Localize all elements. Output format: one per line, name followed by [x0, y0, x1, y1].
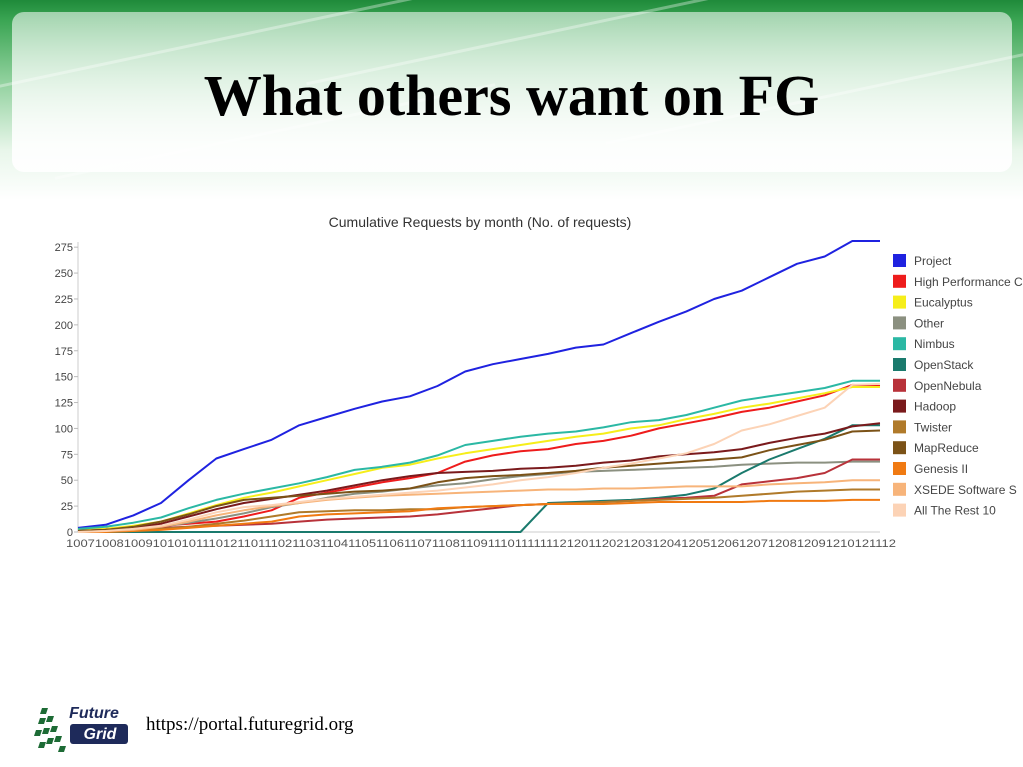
y-axis: 0 25 50 75 100 125 150 175 200 225 250 275 [55, 242, 79, 539]
logo-text-future: Future [69, 705, 119, 722]
legend-label: Nimbus [914, 337, 955, 351]
series-line-other [77, 460, 880, 532]
legend-swatch [893, 274, 906, 288]
legend-swatch [893, 337, 906, 351]
y-tick-label: 200 [55, 320, 73, 332]
series-line-openstack [78, 424, 880, 533]
slide-title: What others want on FG [203, 63, 820, 128]
series-line-xsede-software-s [77, 479, 880, 533]
legend-swatch [893, 441, 906, 455]
futuregrid-logo: Future Grid [34, 700, 134, 756]
series-lines [77, 240, 881, 533]
portal-url[interactable]: https://portal.futuregrid.org [146, 714, 354, 735]
y-tick-label: 175 [55, 346, 73, 358]
legend-label: Twister [914, 420, 952, 434]
legend-swatch [893, 462, 906, 475]
legend-label: Eucalyptus [914, 296, 973, 310]
y-tick-label: 25 [61, 501, 73, 513]
legend-label: OpenNebula [914, 379, 982, 393]
legend-label: Other [914, 316, 944, 330]
series-line-all-the-rest-10 [77, 382, 881, 533]
legend-swatch [893, 399, 906, 413]
chart-legend: Project High Performance C Eucalyptus Other… [893, 254, 1023, 518]
legend-swatch [893, 295, 906, 309]
y-tick-label: 250 [55, 268, 73, 280]
y-tick-label: 100 [55, 423, 73, 435]
line-chart: Cumulative Requests by month (No. of req… [55, 214, 1023, 550]
legend-swatch [893, 254, 906, 267]
legend-swatch [893, 503, 906, 517]
chart-container: Cumulative Requests by month (No. of req… [0, 200, 1023, 560]
y-tick-label: 50 [61, 475, 73, 487]
chart-title: Cumulative Requests by month (No. of req… [329, 214, 632, 230]
legend-swatch [893, 316, 906, 330]
legend-label: MapReduce [914, 441, 979, 455]
title-panel [12, 12, 1012, 172]
series-line-genesis-ii [78, 498, 880, 533]
y-tick-label: 225 [55, 294, 73, 306]
legend-swatch [893, 482, 906, 496]
legend-label: XSEDE Software S [914, 483, 1017, 497]
y-tick-label: 125 [55, 398, 73, 410]
legend-swatch [893, 358, 906, 371]
series-line-hadoop [77, 422, 881, 532]
y-tick-label: 0 [67, 527, 73, 539]
legend-label: Project [914, 254, 952, 268]
legend-swatch [893, 420, 906, 434]
logo-text-grid: Grid [84, 726, 118, 743]
legend-label: Hadoop [914, 400, 956, 414]
grid-logo-icon: Future Grid [34, 702, 128, 752]
x-tick-labels: 1007100810091010101110121101110211031104… [66, 538, 896, 550]
y-tick-label: 75 [61, 449, 73, 461]
series-line-nimbus [77, 379, 880, 530]
series-line-high-performance-c [77, 383, 881, 531]
legend-label: Genesis II [914, 462, 968, 476]
y-tick-label: 150 [55, 372, 73, 384]
series-line-project [77, 240, 880, 529]
legend-swatch [893, 378, 906, 392]
series-line-mapreduce [77, 429, 881, 532]
legend-label: High Performance C [914, 275, 1023, 289]
x-axis: 1007100810091010101110121101110211031104… [66, 531, 896, 550]
legend-label: All The Rest 10 [914, 504, 996, 518]
legend-label: OpenStack [914, 358, 974, 372]
y-tick-label: 275 [55, 242, 73, 254]
